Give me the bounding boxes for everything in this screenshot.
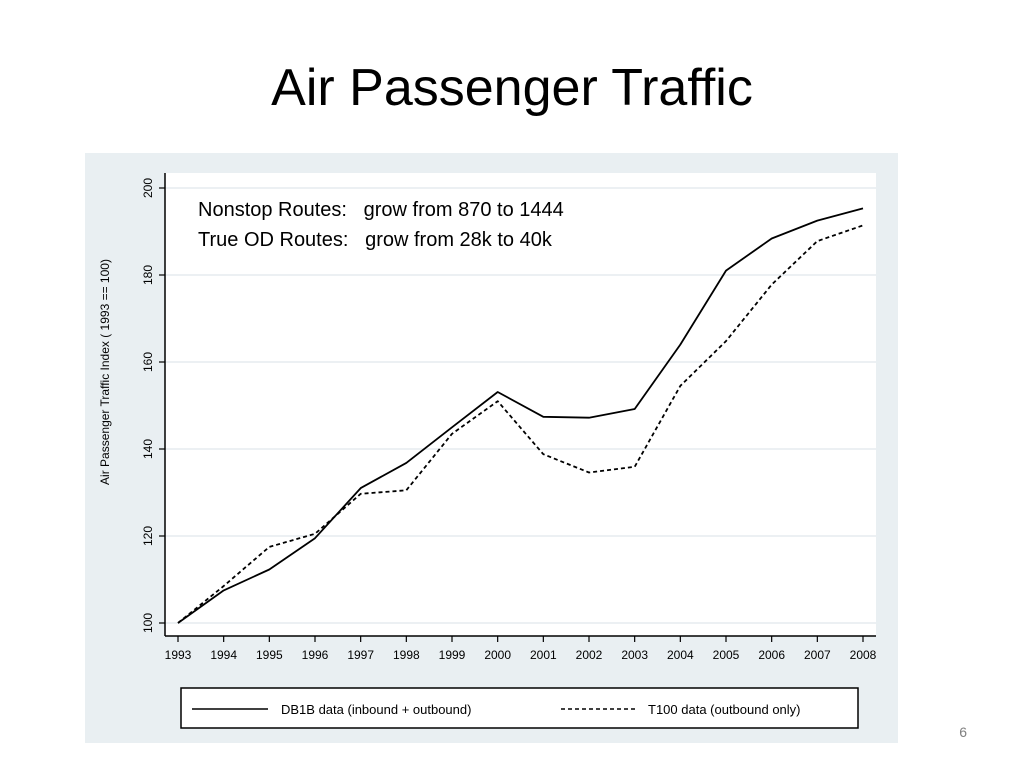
y-tick-label-100: 100: [141, 613, 155, 633]
x-tick-label-1996: 1996: [302, 648, 329, 662]
x-tick-label-2001: 2001: [530, 648, 557, 662]
x-tick-label-1998: 1998: [393, 648, 420, 662]
x-tick-label-2006: 2006: [758, 648, 785, 662]
x-tick-label-2004: 2004: [667, 648, 694, 662]
legend-label-t100: T100 data (outbound only): [648, 702, 801, 717]
y-tick-label-120: 120: [141, 526, 155, 546]
gridlines: [165, 187, 876, 624]
legend: DB1B data (inbound + outbound) T100 data…: [180, 687, 859, 729]
slide-title: Air Passenger Traffic: [271, 59, 753, 117]
annotation-true-od-routes: True OD Routes: grow from 28k to 40k: [198, 229, 553, 251]
page-number: 6: [959, 724, 967, 740]
chart-panel: 100 120 140 160 180 200 1993 1994 1995 1996 1997 1…: [85, 153, 898, 743]
x-tick-label-1993: 1993: [165, 648, 192, 662]
legend-label-db1b: DB1B data (inbound + outbound): [281, 702, 471, 717]
y-tick-label-180: 180: [141, 265, 155, 285]
y-axis-title: Air Passenger Traffic Index ( 1993 == 10…: [98, 259, 112, 485]
x-tick-label-2002: 2002: [576, 648, 603, 662]
x-axis: 1993 1994 1995 1996 1997 1998 1999 2000 2001 2002…: [165, 635, 877, 662]
y-tick-label-140: 140: [141, 439, 155, 459]
x-tick-label-1995: 1995: [256, 648, 283, 662]
series-lines: [177, 207, 864, 624]
annotation-nonstop-routes: Nonstop Routes: grow from 870 to 1444: [198, 199, 564, 221]
x-tick-label-2003: 2003: [621, 648, 648, 662]
x-tick-label-2007: 2007: [804, 648, 831, 662]
y-tick-label-200: 200: [141, 178, 155, 198]
y-axis: 100 120 140 160 180 200: [141, 173, 166, 636]
x-tick-label-1999: 1999: [439, 648, 466, 662]
legend-box: [180, 687, 859, 729]
x-tick-label-1997: 1997: [347, 648, 374, 662]
series-line-t100: [177, 224, 864, 624]
series-line-db1b: [177, 207, 864, 624]
x-tick-label-2005: 2005: [713, 648, 740, 662]
x-tick-label-2000: 2000: [484, 648, 511, 662]
x-tick-label-1994: 1994: [210, 648, 237, 662]
x-tick-label-2008: 2008: [850, 648, 877, 662]
y-tick-label-160: 160: [141, 352, 155, 372]
